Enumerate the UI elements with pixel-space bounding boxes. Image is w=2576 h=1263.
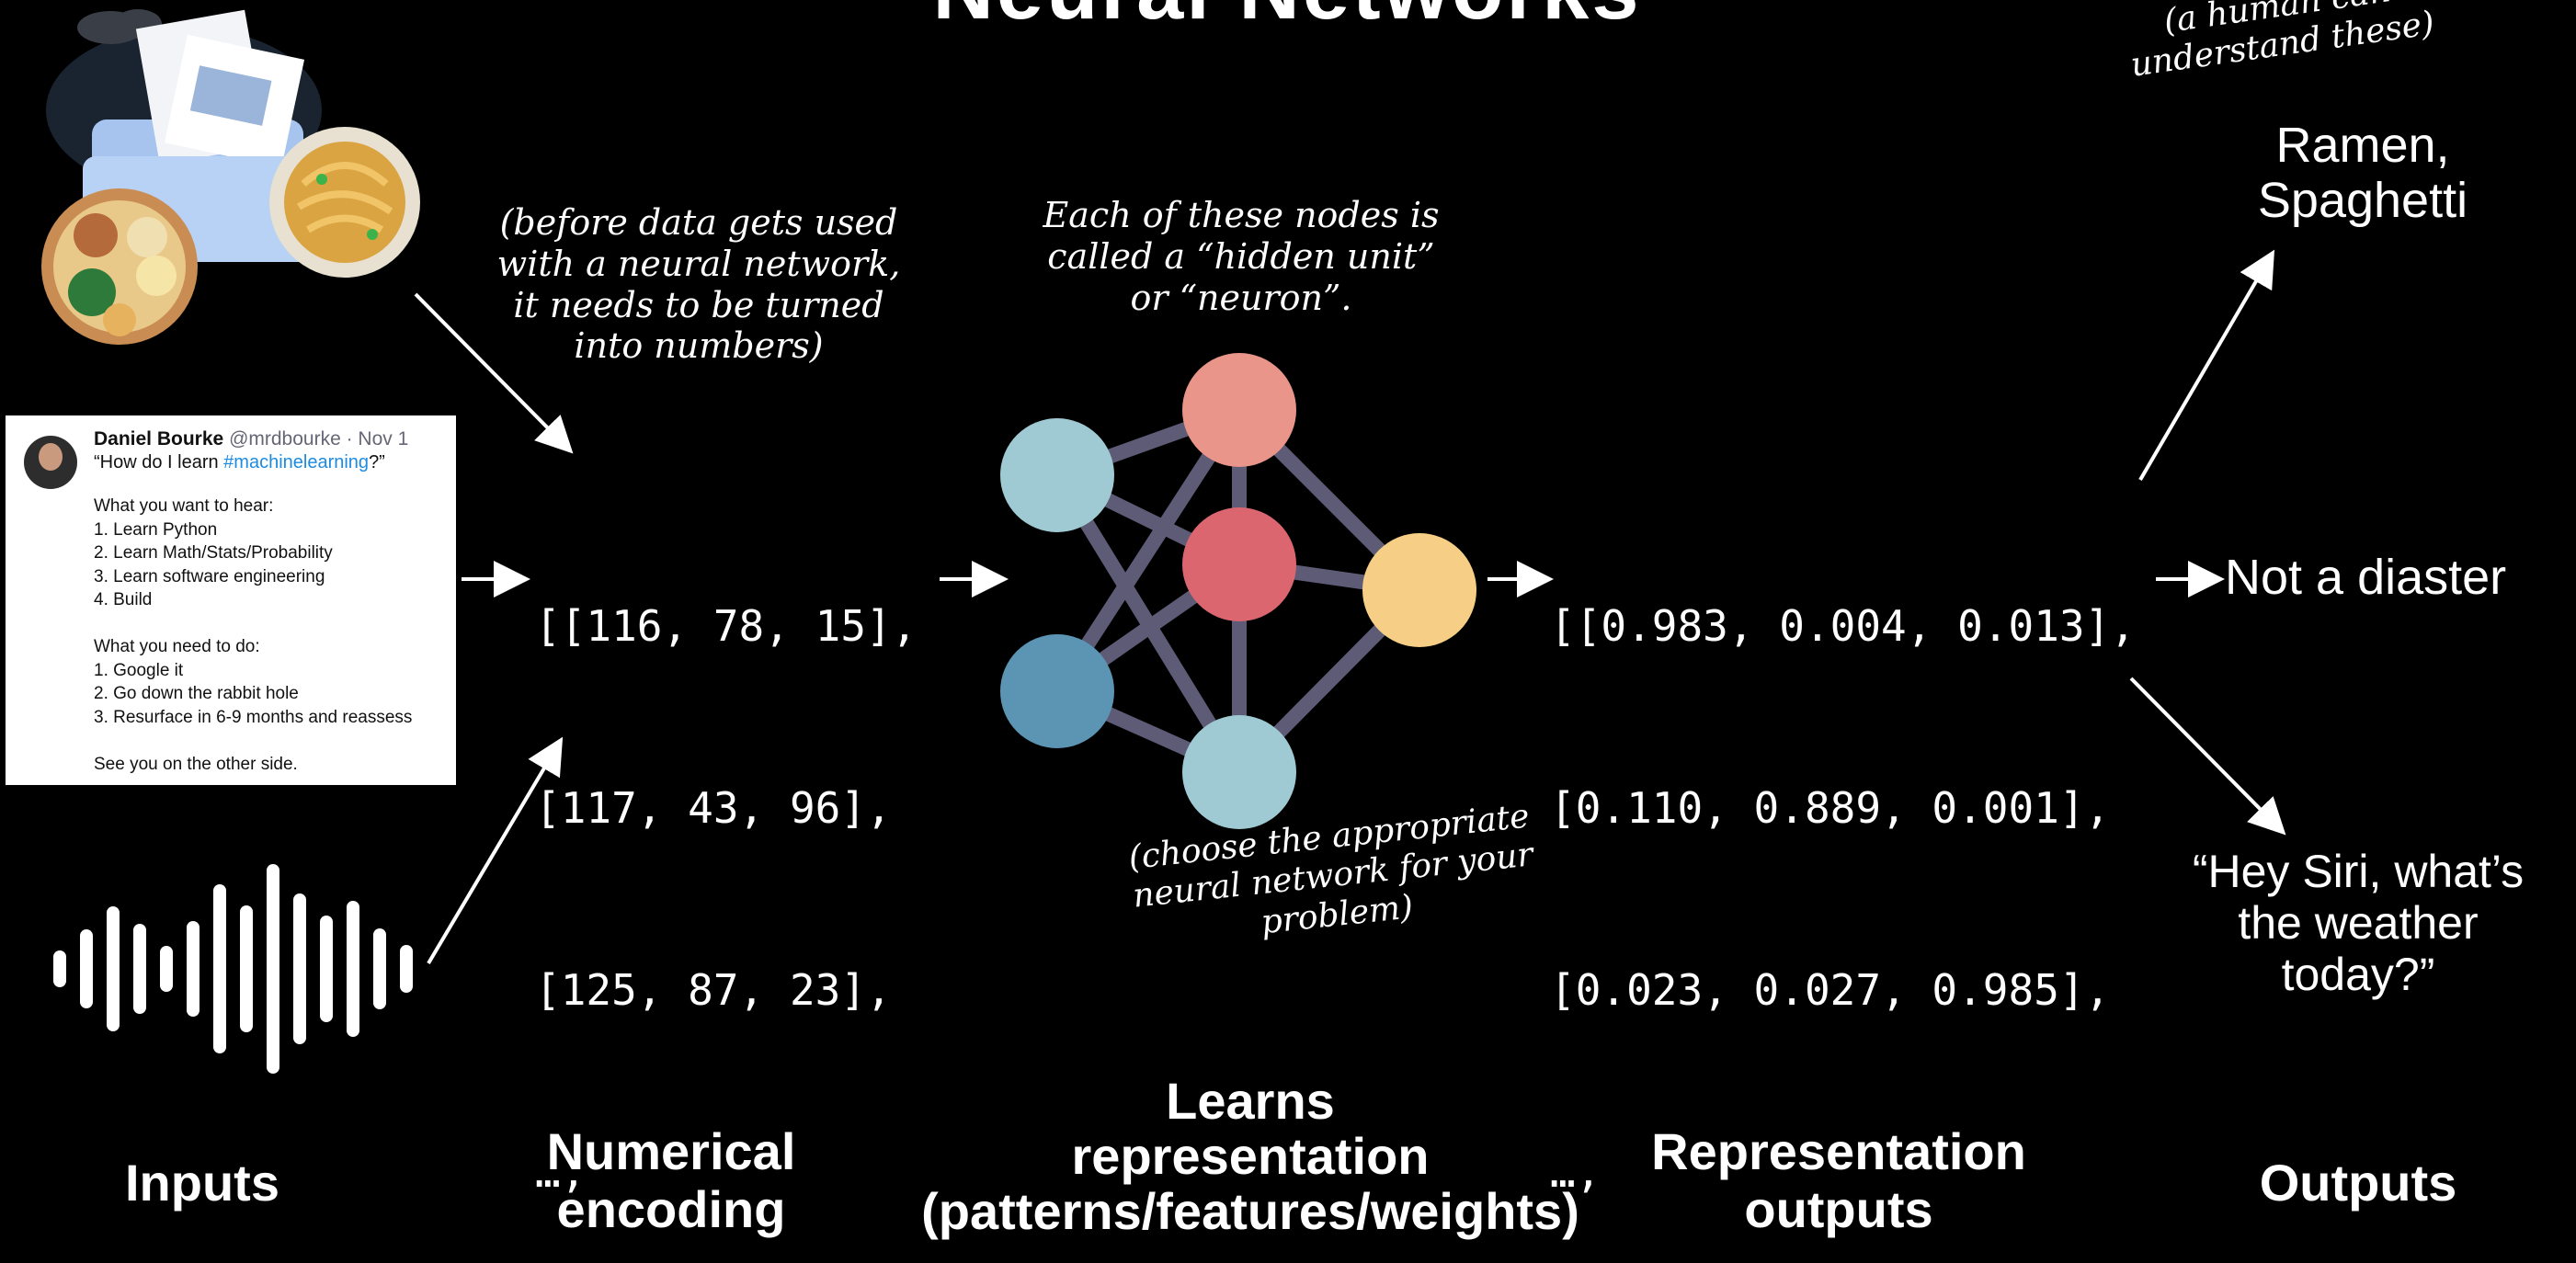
- hashtag-link[interactable]: #machinelearning: [223, 452, 370, 472]
- audio-waveform-icon: [53, 864, 413, 1074]
- avatar: [24, 436, 77, 489]
- node-bottom: [1182, 715, 1296, 829]
- arrow-to-food-output: [2138, 249, 2275, 482]
- tweet-body: What you want to hear: 1. Learn Python 2…: [94, 496, 413, 774]
- tweet-handle: @mrdbourke · Nov 1: [229, 428, 409, 449]
- node-left-top: [1000, 418, 1114, 532]
- node-middle: [1182, 507, 1296, 621]
- label-representation-outputs: Representation outputs: [1651, 1122, 2026, 1238]
- node-right: [1362, 533, 1476, 647]
- output-matrix: [[0.983, 0.004, 0.013], [0.110, 0.889, 0…: [1550, 601, 2136, 1197]
- output-food: Ramen, Spaghetti: [2257, 118, 2468, 229]
- note-numerical-encoding: (before data gets used with a neural net…: [496, 202, 901, 367]
- page-title: Neural Networks: [644, 0, 1931, 38]
- node-top: [1182, 353, 1296, 467]
- network-nodes: [1000, 353, 1476, 829]
- diagram-canvas: [41, 9, 2286, 1074]
- label-outputs: Outputs: [2259, 1154, 2457, 1212]
- tweet-question: “How do I learn #machinelearning?”: [94, 452, 385, 472]
- output-speech: “Hey Siri, what’s the weather today?”: [2192, 846, 2525, 1000]
- arrow-audio-to-encoding: [427, 736, 564, 965]
- output-tweet: Not a diaster: [2225, 550, 2507, 605]
- arrow-to-speech-output: [2129, 677, 2286, 836]
- arrow-image-to-encoding: [414, 292, 574, 454]
- label-learns-representation: Learns representation (patterns/features…: [921, 1072, 1579, 1240]
- label-inputs: Inputs: [125, 1154, 279, 1212]
- tweet-author: Daniel Bourke: [94, 428, 224, 449]
- note-hidden-unit: Each of these nodes is called a “hidden …: [1043, 195, 1440, 318]
- encoding-matrix: [[116, 78, 15], [117, 43, 96], [125, 87,…: [535, 601, 918, 1197]
- node-left-bottom: [1000, 634, 1114, 748]
- tweet-header: Daniel Bourke @mrdbourke · Nov 1: [94, 428, 408, 450]
- label-numerical-encoding: Numerical encoding: [546, 1122, 796, 1238]
- tweet-card: Daniel Bourke @mrdbourke · Nov 1 “How do…: [6, 415, 456, 785]
- food-images-icon: [41, 9, 420, 345]
